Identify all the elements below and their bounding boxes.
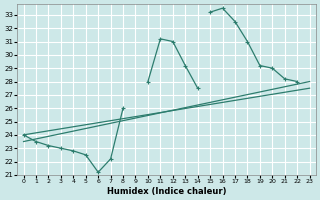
X-axis label: Humidex (Indice chaleur): Humidex (Indice chaleur) <box>107 187 226 196</box>
